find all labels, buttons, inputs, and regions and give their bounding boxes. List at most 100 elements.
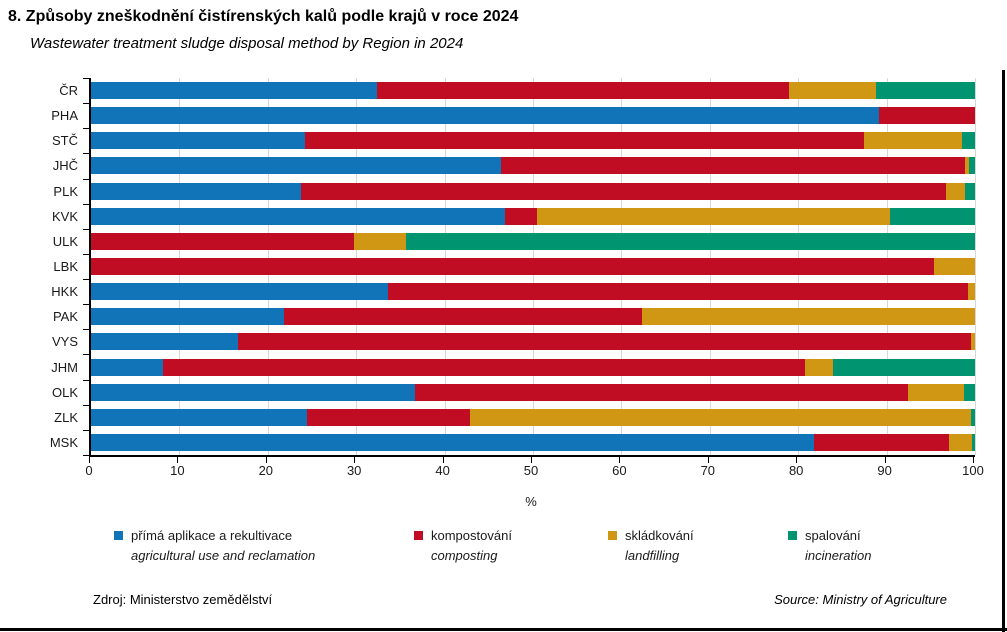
- bar-segment-PLK: [300, 182, 946, 200]
- y-axis-tick: [83, 429, 89, 431]
- legend-label-en: composting: [431, 548, 498, 563]
- bar-segment-KVK: [537, 207, 891, 225]
- bar-segment-PAK: [641, 308, 975, 326]
- source-czech: Zdroj: Ministerstvo zemědělství: [93, 592, 273, 607]
- legend-label-cz: kompostování: [431, 528, 512, 543]
- bar-row-STČ: [91, 132, 975, 150]
- bar-segment-LBK: [934, 258, 975, 275]
- bar-segment-ČR: [377, 82, 790, 100]
- bar-row-VYS: [91, 333, 975, 351]
- bar-segment-PAK: [91, 308, 284, 326]
- x-tick-label-90: 90: [877, 463, 892, 478]
- category-label-JHM: JHM: [51, 359, 78, 375]
- x-axis-tick: [177, 457, 179, 463]
- y-axis-tick: [83, 203, 89, 205]
- x-axis-tick: [973, 457, 974, 463]
- legend-entry-3: skládkování landfilling: [608, 528, 694, 563]
- bar-segment-PHA: [878, 107, 975, 125]
- category-label-ULK: ULK: [52, 233, 78, 249]
- bar-segment-ULK: [405, 232, 975, 250]
- x-axis-tick: [265, 457, 267, 463]
- bar-segment-ČR: [91, 82, 378, 100]
- bar-row-PHA: [91, 107, 975, 125]
- x-tick-label-0: 0: [85, 463, 93, 478]
- bar-segment-KVK: [504, 207, 538, 225]
- bar-segment-JHM: [832, 358, 975, 376]
- x-axis-tick: [442, 457, 444, 463]
- x-axis-tick: [531, 457, 532, 463]
- bar-segment-ZLK: [470, 408, 972, 426]
- category-label-OLK: OLK: [51, 384, 78, 400]
- bar-segment-HKK: [967, 283, 975, 301]
- bar-row-JHM: [91, 358, 975, 376]
- bar-segment-KVK: [890, 207, 975, 225]
- legend-label-cz: spalování: [805, 528, 861, 543]
- bar-segment-JHM: [91, 358, 164, 376]
- bar-row-ČR: [91, 82, 975, 100]
- x-axis-tick: [354, 457, 356, 463]
- legend-label-cz: přímá aplikace a rekultivace: [131, 528, 293, 543]
- bar-segment-ZLK: [306, 408, 471, 426]
- category-label-PHA: PHA: [51, 108, 78, 124]
- x-tick-label-80: 80: [788, 463, 804, 478]
- bar-segment-ULK: [91, 232, 355, 250]
- x-tick-label-40: 40: [435, 463, 450, 478]
- category-label-HKK: HKK: [51, 284, 78, 300]
- category-label-JHČ: JHČ: [52, 158, 78, 174]
- bar-segment-OLK: [415, 383, 908, 401]
- bar-segment-PAK: [283, 308, 642, 326]
- category-label-LBK: LBK: [53, 259, 78, 274]
- bar-segment-JHM: [805, 358, 833, 376]
- x-axis-tick: [89, 457, 90, 463]
- bar-segment-HKK: [388, 283, 968, 301]
- y-axis-tick: [83, 455, 89, 456]
- bar-segment-JHČ: [501, 157, 966, 175]
- y-axis-tick: [83, 128, 89, 130]
- bar-segment-ČR: [789, 82, 876, 100]
- legend-swatch-icon: [788, 531, 797, 540]
- legend-swatch-icon: [414, 531, 423, 540]
- legend-label-en: landfilling: [625, 548, 680, 563]
- x-tick-label-100: 100: [962, 463, 984, 478]
- bar-segment-STČ: [91, 132, 305, 150]
- bar-row-ZLK: [91, 408, 975, 426]
- frame-border-right: [1002, 70, 1005, 632]
- y-axis-tick: [83, 103, 89, 105]
- x-axis-tick: [884, 457, 886, 463]
- bar-segment-VYS: [91, 333, 238, 351]
- y-axis-tick: [83, 304, 89, 306]
- bar-segment-PLK: [965, 182, 975, 200]
- y-axis-tick: [83, 354, 89, 356]
- bar-segment-ULK: [354, 232, 406, 250]
- chart-subtitle: Wastewater treatment sludge disposal met…: [30, 35, 464, 52]
- x-tick-label-50: 50: [523, 463, 539, 478]
- bar-segment-MSK: [949, 433, 973, 451]
- bar-row-PAK: [91, 308, 975, 326]
- legend-entry-1: přímá aplikace a rekultivace agricultural…: [114, 528, 315, 563]
- bar-segment-OLK: [91, 383, 416, 401]
- legend-entry-4: spalování incineration: [788, 528, 872, 563]
- bar-segment-STČ: [864, 132, 962, 150]
- bar-segment-JHČ: [968, 157, 975, 175]
- y-axis-tick: [83, 178, 89, 180]
- legend-swatch-icon: [608, 531, 617, 540]
- bar-row-MSK: [91, 433, 975, 451]
- category-label-MSK: MSK: [49, 434, 78, 450]
- category-label-VYS: VYS: [51, 334, 78, 350]
- legend-entry-2: kompostování composting: [414, 528, 512, 563]
- x-tick-label-70: 70: [700, 463, 716, 478]
- bar-row-LBK: [91, 258, 975, 275]
- legend-label-cz: skládkování: [625, 528, 694, 543]
- bar-row-KVK: [91, 207, 975, 225]
- y-axis-tick: [83, 153, 89, 155]
- bar-segment-OLK: [964, 383, 975, 401]
- bar-segment-HKK: [91, 283, 389, 301]
- bar-segment-PLK: [91, 182, 301, 200]
- bar-segment-ZLK: [971, 408, 975, 426]
- category-label-PAK: PAK: [52, 309, 78, 325]
- category-label-PLK: PLK: [53, 183, 78, 199]
- bar-segment-MSK: [972, 433, 975, 451]
- bar-segment-JHČ: [91, 157, 502, 175]
- gridline-100: [975, 78, 976, 455]
